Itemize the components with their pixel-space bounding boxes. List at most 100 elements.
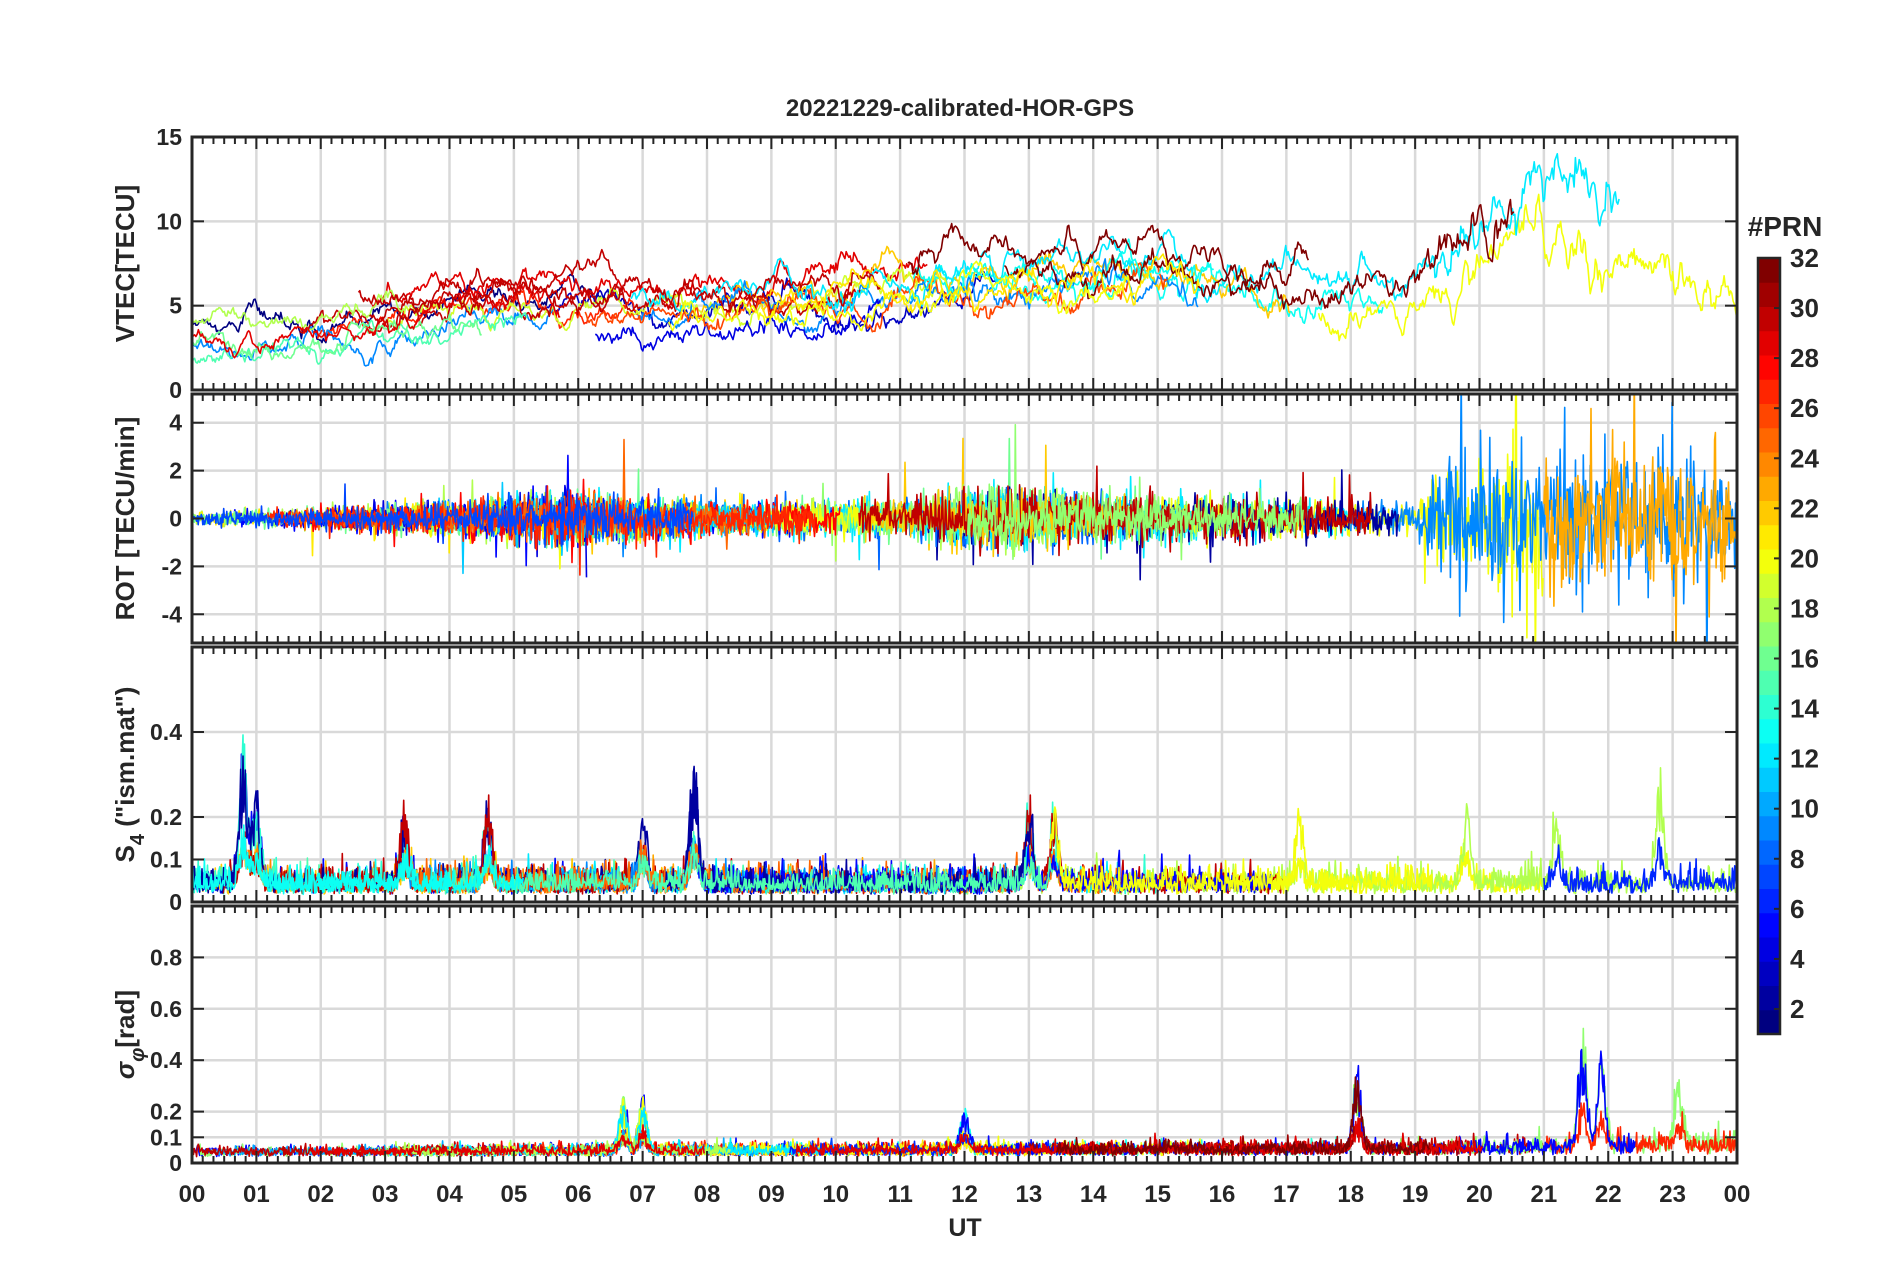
- colorbar-segment: [1758, 718, 1780, 744]
- x-tick-label: 01: [243, 1181, 270, 1208]
- trace-prn-17: [966, 483, 1305, 551]
- trace-prn-21: [760, 253, 1200, 319]
- y-tick-label: 0: [169, 889, 182, 915]
- colorbar-tick-label: 28: [1790, 343, 1819, 373]
- colorbar-segment: [1758, 743, 1780, 768]
- x-tick-label: 16: [1209, 1181, 1236, 1208]
- colorbar-segment: [1758, 573, 1780, 598]
- x-tick-label: 06: [565, 1181, 592, 1208]
- trace-prn-30: [369, 272, 882, 324]
- x-tick-label: 05: [501, 1181, 528, 1208]
- x-tick-label: 17: [1273, 1181, 1300, 1208]
- colorbar-segment: [1758, 791, 1780, 817]
- trace-prn-15: [444, 835, 1054, 895]
- panel-s4: 00.10.20.4S4 ("ism.mat"): [110, 645, 1739, 915]
- y-label-suffix: [rad]: [110, 990, 140, 1048]
- panel-sigma: 00.10.20.40.60.8σφ[rad]: [110, 904, 1739, 1176]
- colorbar-segment: [1758, 670, 1780, 695]
- colorbar-tick-label: 22: [1790, 493, 1819, 523]
- colorbar-segment: [1758, 306, 1780, 332]
- colorbar-segment: [1758, 379, 1780, 404]
- x-tick-label: 13: [1016, 1181, 1043, 1208]
- colorbar-segment: [1758, 815, 1780, 841]
- x-tick-label: 11: [887, 1181, 912, 1208]
- panel-traces-s4: [192, 734, 1737, 896]
- y-tick-label: 0.4: [150, 1047, 182, 1073]
- colorbar-segment: [1758, 621, 1780, 647]
- colorbar-segment: [1758, 258, 1780, 283]
- x-tick-label: 08: [694, 1181, 721, 1208]
- x-tick-label: 23: [1659, 1181, 1686, 1208]
- trace-prn-30: [357, 248, 618, 306]
- y-tick-label: -2: [162, 553, 182, 579]
- colorbar-tick-label: 26: [1790, 393, 1819, 423]
- x-tick-label: 15: [1144, 1181, 1171, 1208]
- colorbar-segment: [1758, 549, 1780, 574]
- trace-prn-4: [594, 298, 881, 352]
- trace-prn-32: [1055, 1076, 1431, 1157]
- panel-vtec: 0 5 10 15 VTEC[TECU]: [110, 124, 1739, 403]
- colorbar-segment: [1758, 694, 1780, 720]
- y-tick-label: 0.8: [150, 944, 182, 970]
- panel-rot: -4 -2 0 2 4 ROT [TECU/min]: [110, 392, 1739, 645]
- x-tick-label: 02: [307, 1181, 334, 1208]
- y-tick-label: 0: [169, 377, 182, 403]
- colorbar-label: #PRN: [1748, 211, 1823, 242]
- colorbar-segment: [1758, 500, 1780, 526]
- panel-traces-rot: [192, 394, 1737, 643]
- colorbar-segment: [1758, 476, 1780, 501]
- colorbar-segment: [1758, 767, 1780, 792]
- trace-prn-23: [1543, 394, 1737, 643]
- colorbar-segment: [1758, 427, 1780, 453]
- y-tick-label: 15: [156, 124, 182, 150]
- y-tick-label: 0.1: [150, 1124, 182, 1150]
- colorbar-tick-label: 12: [1790, 744, 1819, 774]
- colorbar-segment: [1758, 840, 1780, 865]
- y-axis-label-s4: S4 ("ism.mat"): [110, 687, 149, 863]
- y-tick-label: 2: [169, 458, 182, 484]
- panel-ticks-sigma: 00.10.2 0.4 0.6 0.8: [150, 906, 1738, 1176]
- x-tick-label: 09: [758, 1181, 785, 1208]
- colorbar-segment: [1758, 282, 1780, 307]
- colorbar-segment: [1758, 864, 1780, 889]
- x-axis-label: UT: [948, 1214, 981, 1242]
- trace-prn-29: [371, 250, 928, 310]
- y-tick-label: 5: [169, 293, 182, 319]
- y-axis-label-rot: ROT [TECU/min]: [110, 417, 140, 621]
- trace-prn-20: [1049, 806, 1433, 895]
- panel-traces-vtec: [192, 153, 1737, 367]
- colorbar-tick-label: 24: [1790, 443, 1819, 473]
- trace-prn-20: [1317, 193, 1737, 342]
- colorbar-segment: [1758, 888, 1780, 914]
- colorbar-tick-label: 6: [1790, 894, 1804, 924]
- trace-prn-27: [1543, 1102, 1737, 1155]
- y-label-sub: φ: [127, 1048, 149, 1062]
- y-tick-label: 0: [169, 1150, 182, 1176]
- trace-prn-16: [192, 313, 482, 361]
- colorbar-segment: [1758, 597, 1780, 623]
- colorbar-tick-label: 2: [1790, 994, 1804, 1024]
- x-tick-label: 07: [629, 1181, 656, 1208]
- colorbar-tick-label: 32: [1790, 243, 1819, 273]
- trace-prn-7: [192, 483, 694, 549]
- x-tick-label: 21: [1531, 1181, 1558, 1208]
- panel-ticks-rot: -4 -2 0 2 4: [162, 394, 1738, 643]
- trace-prn-9: [1350, 394, 1737, 643]
- y-tick-label: 0: [169, 506, 182, 532]
- y-label-main: σ: [110, 1060, 140, 1079]
- x-tick-label: 12: [951, 1181, 978, 1208]
- trace-prn-9: [637, 258, 1199, 334]
- trace-prn-6: [1543, 836, 1737, 894]
- panel-ticks-s4: 0 0.1 0.2 0.4: [150, 647, 1738, 915]
- x-tick-label: 04: [436, 1181, 463, 1208]
- x-tick-label: 20: [1466, 1181, 1493, 1208]
- colorbar-segment: [1758, 452, 1780, 477]
- y-tick-label: 0.4: [150, 719, 182, 745]
- x-axis: 00 01 02 03 04 05 06 07 08 09 10 11 12 13 14 15 16 17 18 19…: [179, 1181, 1751, 1208]
- colorbar-segment: [1758, 985, 1780, 1011]
- x-tick-label: 19: [1402, 1181, 1429, 1208]
- colorbar-tick-label: 18: [1790, 593, 1819, 623]
